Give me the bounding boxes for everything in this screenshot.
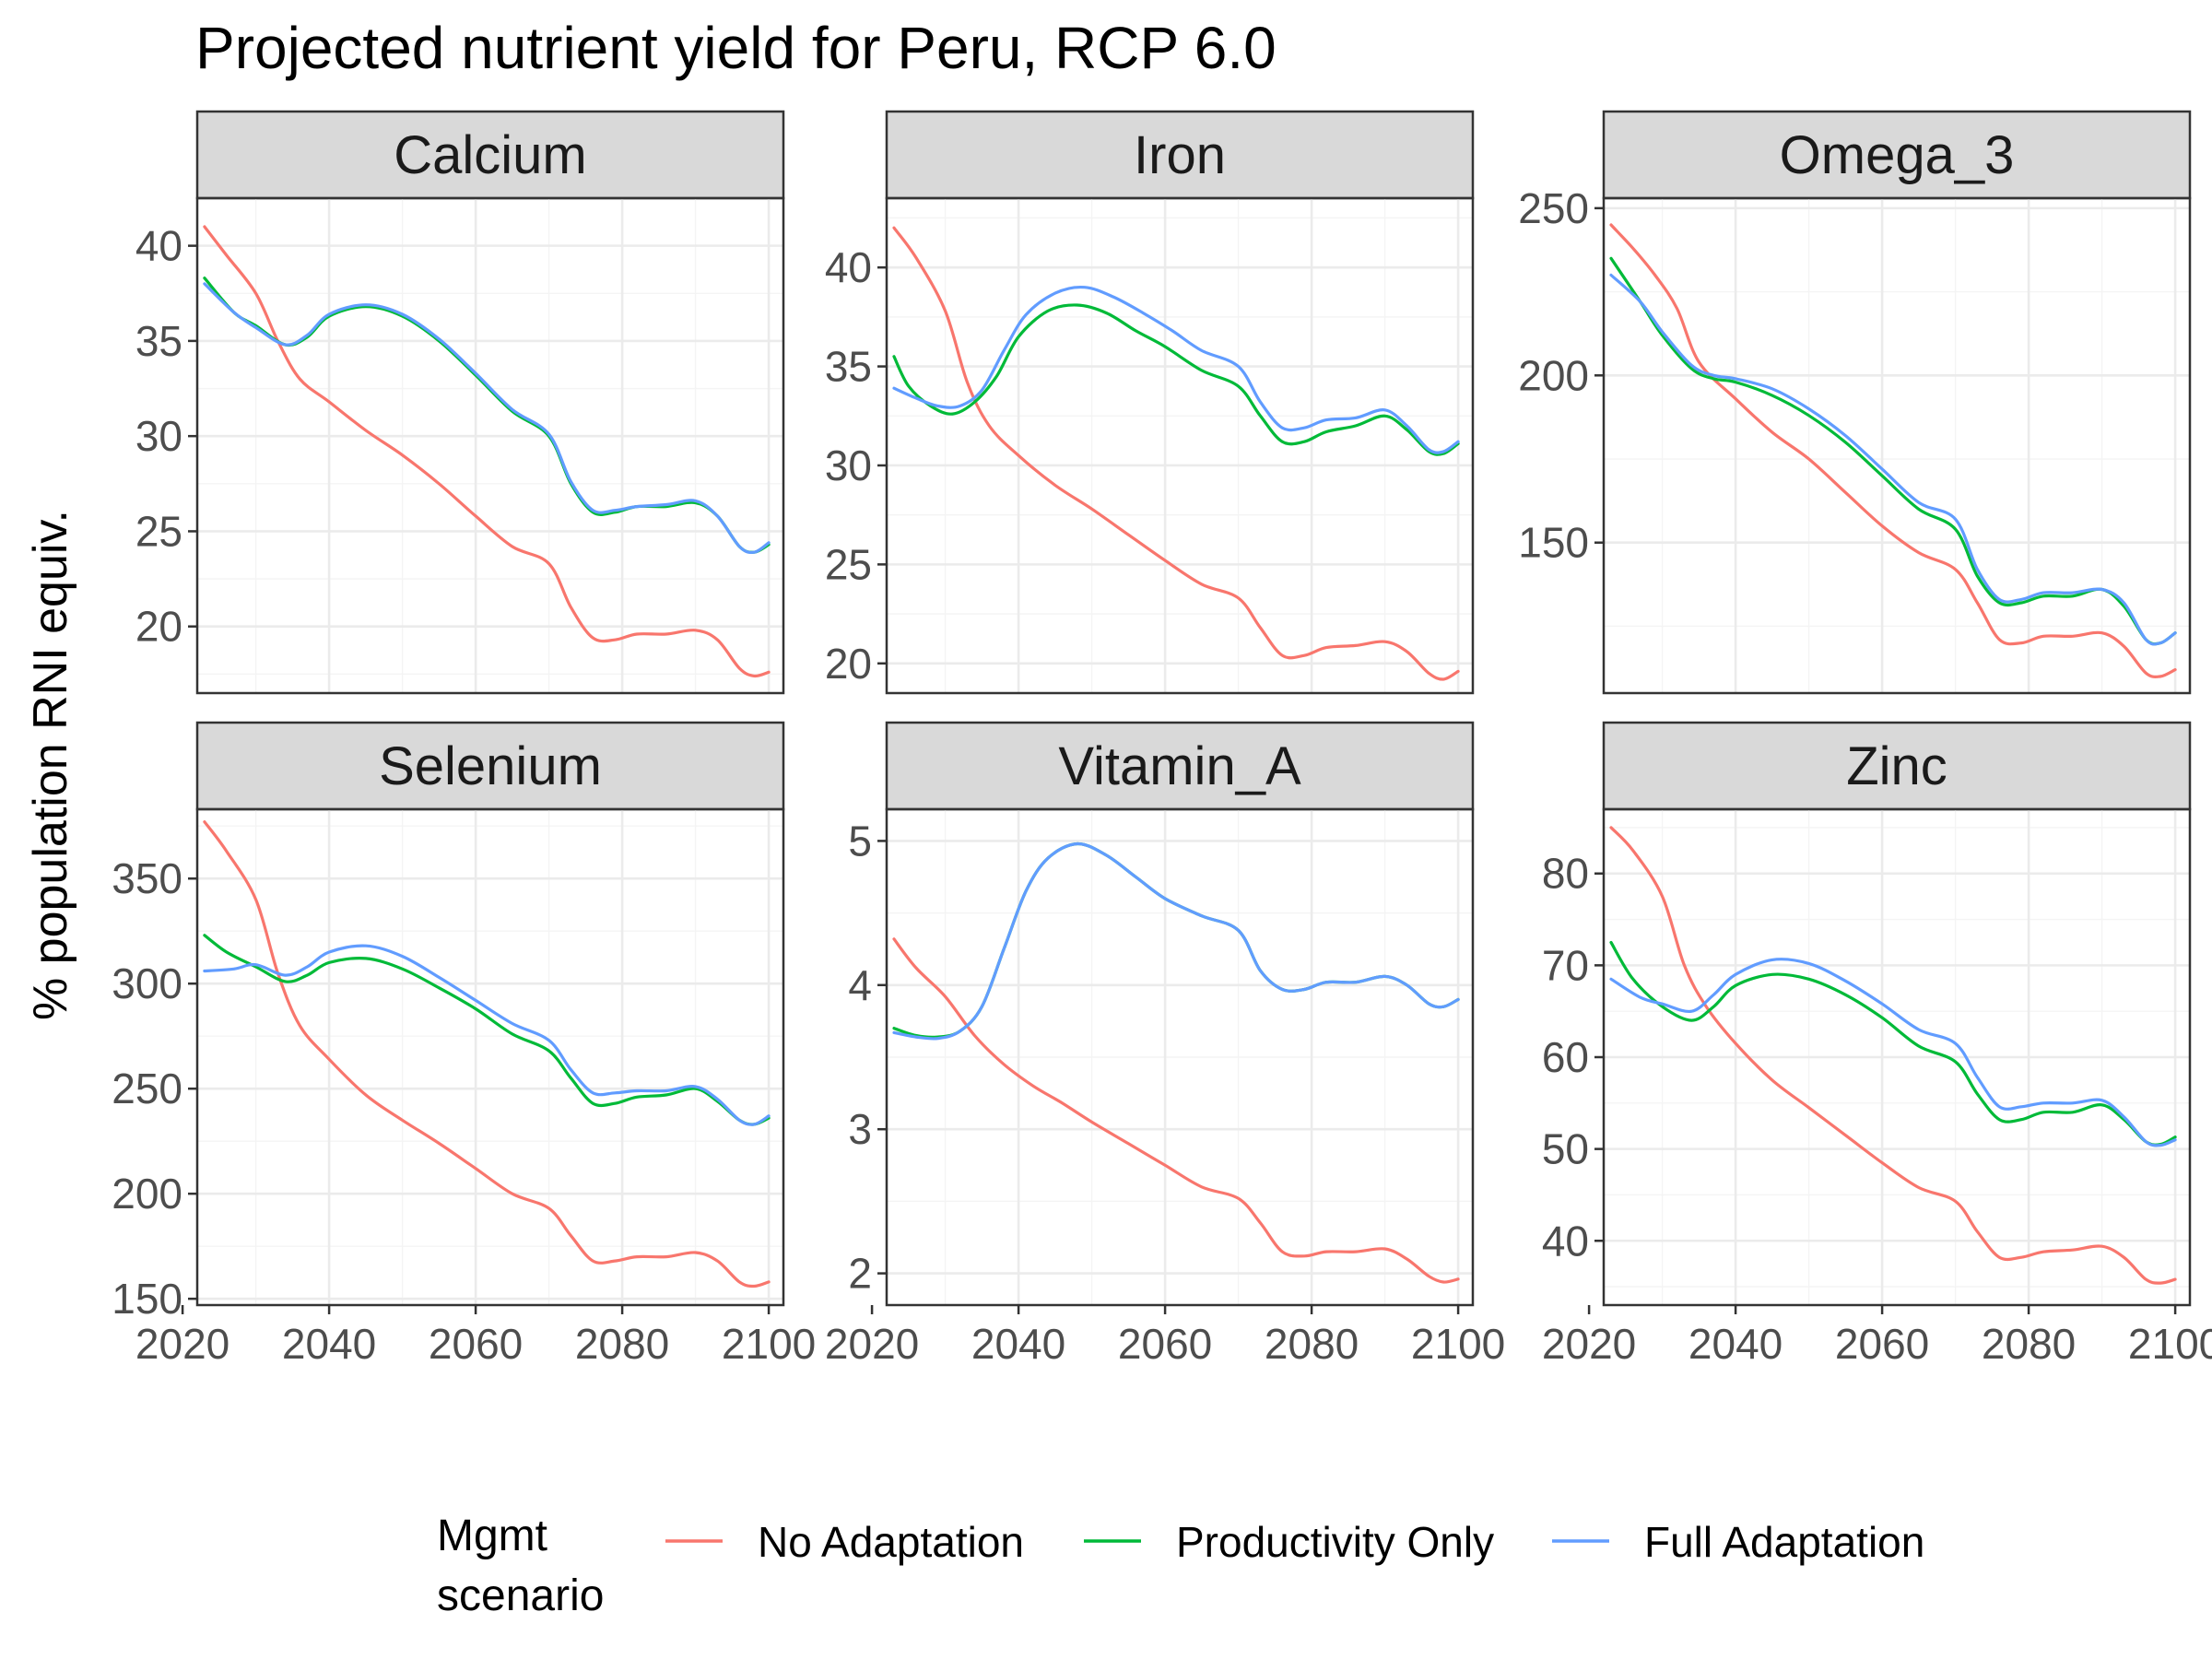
series-line-omega-3-full-adaptation xyxy=(1609,273,2177,646)
y-tick-label: 250 xyxy=(112,1065,182,1112)
y-axis-label: % population RNI equiv. xyxy=(24,510,77,1020)
y-tick-label: 70 xyxy=(1542,941,1589,989)
y-tick-label: 20 xyxy=(825,640,872,688)
strip-label-iron: Iron xyxy=(1134,125,1226,185)
series-line-calcium-full-adaptation xyxy=(203,282,771,555)
strip-label-omega-3: Omega_3 xyxy=(1780,125,2015,185)
y-tick-label: 4 xyxy=(848,961,872,1009)
series-line-selenium-full-adaptation xyxy=(203,944,771,1126)
y-tick-label: 35 xyxy=(825,343,872,391)
y-tick-label: 350 xyxy=(112,854,182,902)
series-line-vitamin-a-no-adaptation xyxy=(892,937,1460,1284)
y-tick-label: 200 xyxy=(112,1170,182,1218)
y-tick-label: 40 xyxy=(135,222,182,270)
x-tick-label: 2040 xyxy=(971,1320,1065,1368)
y-tick-label: 250 xyxy=(1518,184,1589,232)
y-tick-label: 60 xyxy=(1542,1033,1589,1081)
y-tick-label: 40 xyxy=(1542,1217,1589,1265)
strip-iron xyxy=(885,110,1475,200)
y-tick-label: 25 xyxy=(825,540,872,588)
legend-label-productivity-only: Productivity Only xyxy=(1176,1518,1494,1566)
series-line-iron-full-adaptation xyxy=(892,285,1460,454)
legend-item-productivity-only: Productivity Only xyxy=(1084,1518,1494,1566)
x-tick-label: 2080 xyxy=(1265,1320,1359,1368)
chart-title: Projected nutrient yield for Peru, RCP 6… xyxy=(195,15,1277,81)
x-tick-label: 2060 xyxy=(1118,1320,1212,1368)
x-tick-label: 2100 xyxy=(2128,1320,2212,1368)
series-line-omega-3-productivity-only xyxy=(1609,256,2177,646)
x-tick-label: 2040 xyxy=(1688,1320,1783,1368)
series-line-selenium-productivity-only xyxy=(203,934,771,1126)
y-tick-label: 300 xyxy=(112,959,182,1007)
y-tick-label: 5 xyxy=(848,817,872,865)
panel-vitamin-a: Vitamin_A 2 3 4 5 2020 2040 2060 2080 2100 xyxy=(825,721,1505,1368)
x-tick-label: 2080 xyxy=(1982,1320,2076,1368)
series-line-zinc-full-adaptation xyxy=(1609,958,2177,1147)
strip-label-selenium: Selenium xyxy=(379,736,602,796)
series-line-vitamin-a-productivity-only xyxy=(892,841,1460,1040)
series-line-iron-productivity-only xyxy=(892,303,1460,456)
x-tick-label: 2080 xyxy=(575,1320,669,1368)
y-tick-label: 200 xyxy=(1518,351,1589,399)
series-line-selenium-no-adaptation xyxy=(203,820,771,1288)
legend-label-full-adaptation: Full Adaptation xyxy=(1644,1518,1924,1566)
y-tick-label: 3 xyxy=(848,1105,872,1153)
strip-label-vitamin-a: Vitamin_A xyxy=(1058,736,1301,796)
series-line-vitamin-a-full-adaptation xyxy=(892,841,1460,1041)
y-tick-label: 30 xyxy=(135,412,182,460)
series-line-omega-3-no-adaptation xyxy=(1609,223,2177,679)
series-line-calcium-no-adaptation xyxy=(203,225,771,678)
y-tick-label: 150 xyxy=(1518,519,1589,567)
x-tick-label: 2040 xyxy=(282,1320,376,1368)
panel-border-iron xyxy=(885,196,1475,695)
x-tick-label: 2020 xyxy=(135,1320,229,1368)
strip-omega-3 xyxy=(1602,110,2192,200)
strip-calcium xyxy=(195,110,785,200)
strip-label-calcium: Calcium xyxy=(394,125,587,185)
legend-title-line1: Mgmt xyxy=(437,1512,547,1560)
legend-item-no-adaptation: No Adaptation xyxy=(665,1518,1024,1566)
legend-title-line2: scenario xyxy=(437,1571,604,1620)
strip-zinc xyxy=(1602,721,2192,811)
series-line-zinc-productivity-only xyxy=(1609,940,2177,1147)
y-tick-label: 150 xyxy=(112,1275,182,1323)
panel-selenium: Selenium 150 200 250 300 350 2020 2040 2060 2080 2… xyxy=(112,721,816,1368)
legend-item-full-adaptation: Full Adaptation xyxy=(1552,1518,1924,1566)
series-line-calcium-productivity-only xyxy=(203,276,771,554)
panel-zinc: Zinc 40 50 60 70 80 2020 2040 2060 2080 2100 xyxy=(1542,721,2212,1368)
panel-calcium: Calcium 20 25 30 35 40 xyxy=(135,110,785,695)
y-tick-label: 80 xyxy=(1542,850,1589,898)
x-tick-label: 2020 xyxy=(1542,1320,1636,1368)
series-line-iron-no-adaptation xyxy=(892,226,1460,681)
panel-border-selenium xyxy=(195,807,785,1307)
panel-border-calcium xyxy=(195,196,785,695)
panels-group: Calcium2025303540Iron2025303540Omega_315… xyxy=(112,110,2212,1368)
x-tick-label: 2020 xyxy=(825,1320,919,1368)
x-tick-label: 2100 xyxy=(722,1320,816,1368)
panel-omega-3: Omega_3 150 200 250 xyxy=(1518,110,2192,695)
y-tick-label: 25 xyxy=(135,507,182,555)
x-tick-label: 2060 xyxy=(1835,1320,1929,1368)
series-line-zinc-no-adaptation xyxy=(1609,826,2177,1285)
panel-border-omega-3 xyxy=(1602,196,2192,695)
x-tick-label: 2060 xyxy=(429,1320,523,1368)
panel-iron: Iron 20 25 30 35 40 xyxy=(825,110,1475,695)
strip-label-zinc: Zinc xyxy=(1846,736,1947,796)
y-tick-label: 35 xyxy=(135,317,182,365)
y-tick-label: 40 xyxy=(825,243,872,291)
legend-label-no-adaptation: No Adaptation xyxy=(758,1518,1024,1566)
legend: Mgmt scenario No Adaptation Productivity … xyxy=(437,1512,1924,1620)
strip-vitamin-a xyxy=(885,721,1475,811)
x-tick-label: 2100 xyxy=(1411,1320,1505,1368)
y-tick-label: 30 xyxy=(825,441,872,489)
y-tick-label: 50 xyxy=(1542,1125,1589,1173)
y-tick-label: 2 xyxy=(848,1250,872,1298)
y-tick-label: 20 xyxy=(135,603,182,651)
panel-border-vitamin-a xyxy=(885,807,1475,1307)
